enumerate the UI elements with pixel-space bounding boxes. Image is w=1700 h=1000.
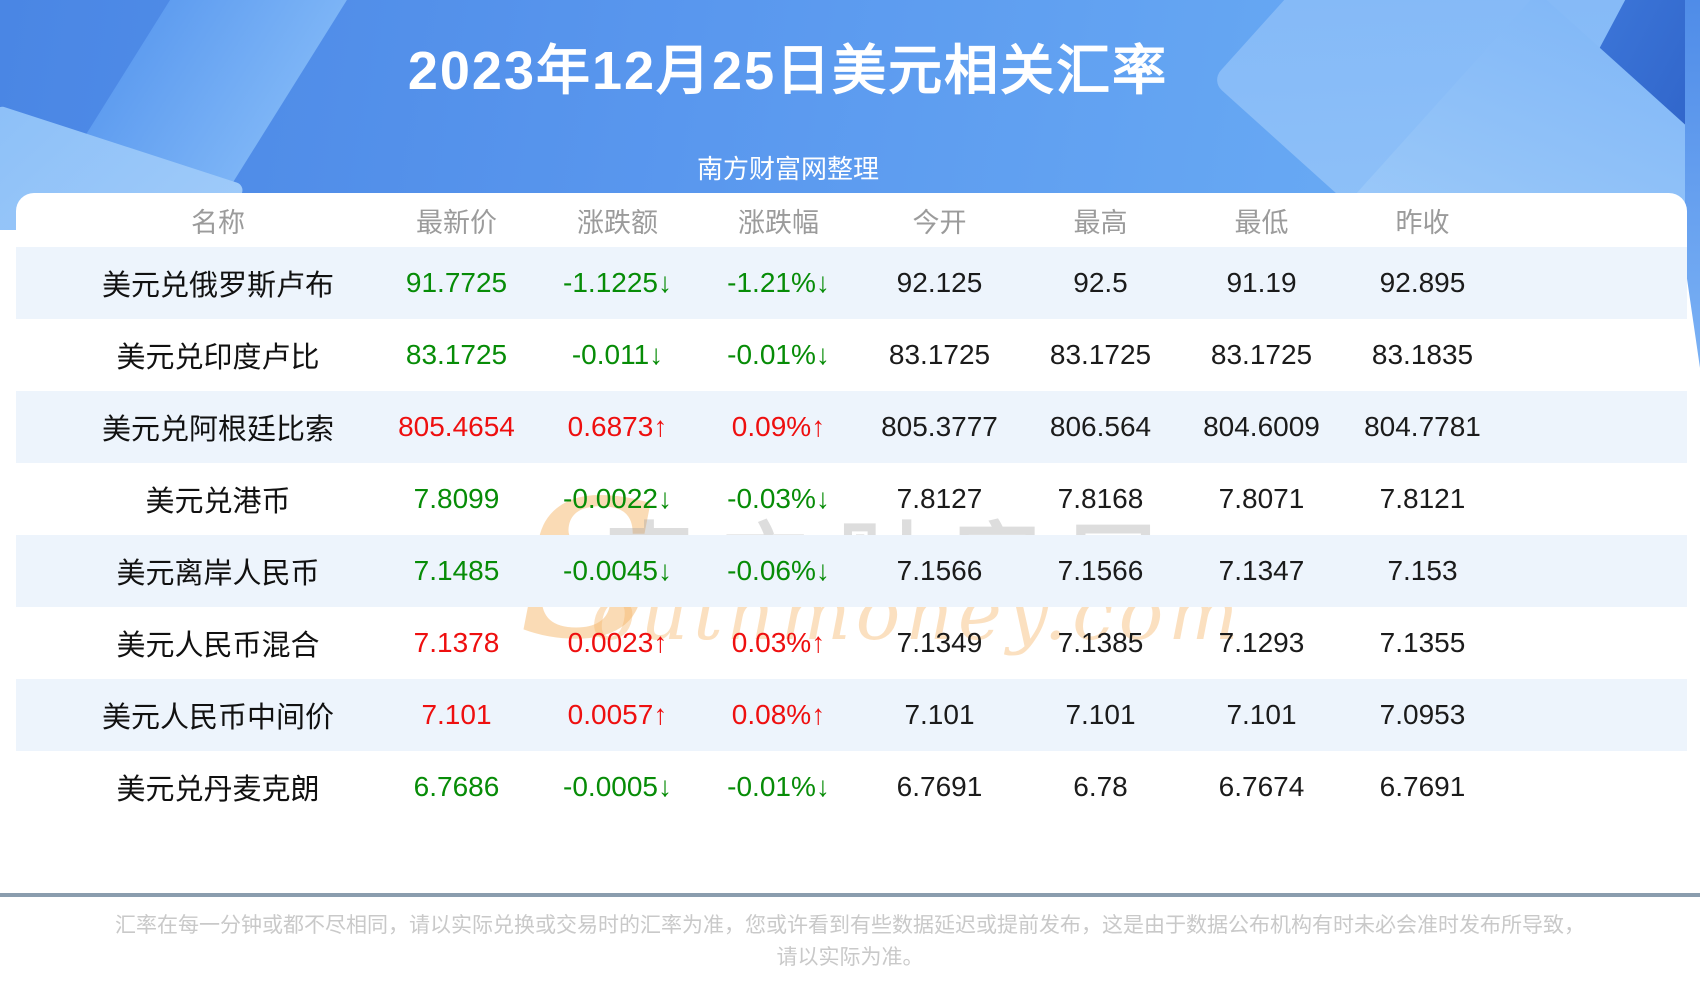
table-body: 美元兑俄罗斯卢布 91.7725 -1.1225↓ -1.21%↓ 92.125 92.5… (16, 247, 1687, 823)
cell-latest: 7.101 (421, 699, 492, 730)
cell-pct: -0.01%↓ (727, 771, 830, 802)
cell-low: 7.101 (1226, 699, 1297, 730)
disclaimer-text: 汇率在每一分钟或都不尽相同，请以实际兑换或交易时的汇率为准，您或许看到有些数据延… (0, 910, 1700, 974)
cell-name: 美元离岸人民币 (116, 558, 320, 590)
cell-open: 805.3777 (881, 411, 998, 442)
cell-open: 83.1725 (888, 339, 991, 370)
cell-pct: -0.06%↓ (727, 555, 830, 586)
cell-prev: 804.7781 (1364, 411, 1481, 442)
cell-pct: -0.03%↓ (727, 483, 830, 514)
cell-high: 7.8168 (1057, 483, 1144, 514)
cell-change: -0.0005↓ (563, 771, 672, 802)
cell-name: 美元兑阿根廷比索 (101, 414, 334, 446)
cell-change: -0.0022↓ (563, 483, 672, 514)
cell-prev: 83.1835 (1371, 339, 1474, 370)
cell-low: 7.1293 (1218, 627, 1305, 658)
cell-open: 92.125 (896, 267, 983, 298)
table-row: 美元兑印度卢比 83.1725 -0.011↓ -0.01%↓ 83.1725 83.17… (16, 319, 1687, 391)
cell-low: 804.6009 (1203, 411, 1320, 442)
cell-change: 0.0023↑ (567, 627, 668, 658)
cell-change: 0.0057↑ (567, 699, 668, 730)
cell-pct: -0.01%↓ (727, 339, 830, 370)
cell-low: 7.8071 (1218, 483, 1305, 514)
column-header: 今开 (912, 207, 967, 238)
cell-low: 7.1347 (1218, 555, 1305, 586)
cell-high: 6.78 (1073, 771, 1128, 802)
table-row: 美元离岸人民币 7.1485 -0.0045↓ -0.06%↓ 7.1566 7.1566… (16, 535, 1687, 607)
cell-name: 美元人民币中间价 (101, 702, 334, 734)
cell-pct: 0.09%↑ (731, 411, 826, 442)
column-header: 最高 (1073, 207, 1128, 238)
cell-open: 7.1566 (896, 555, 983, 586)
decor-sliver-right (1685, 0, 1700, 368)
table-row: 美元人民币混合 7.1378 0.0023↑ 0.03%↑ 7.1349 7.1385 7.… (16, 607, 1687, 679)
column-header: 昨收 (1395, 207, 1450, 238)
cell-change: 0.6873↑ (567, 411, 668, 442)
column-header: 最低 (1234, 207, 1289, 238)
column-header: 涨跌额 (577, 207, 658, 238)
column-header: 最新价 (416, 207, 497, 238)
cell-high: 7.1566 (1057, 555, 1144, 586)
cell-name: 美元兑丹麦克朗 (116, 774, 320, 806)
cell-change: -0.011↓ (571, 339, 664, 370)
cell-open: 6.7691 (896, 771, 983, 802)
hero-banner (0, 0, 1700, 230)
column-header: 涨跌幅 (738, 207, 819, 238)
cell-prev: 7.153 (1387, 555, 1458, 586)
cell-latest: 7.8099 (413, 483, 500, 514)
cell-high: 7.101 (1065, 699, 1136, 730)
cell-name: 美元人民币混合 (116, 630, 320, 662)
cell-high: 7.1385 (1057, 627, 1144, 658)
cell-open: 7.1349 (896, 627, 983, 658)
cell-prev: 92.895 (1379, 267, 1466, 298)
cell-high: 83.1725 (1049, 339, 1152, 370)
cell-latest: 83.1725 (405, 339, 508, 370)
cell-pct: 0.03%↑ (731, 627, 826, 658)
cell-low: 91.19 (1226, 267, 1297, 298)
cell-prev: 7.1355 (1379, 627, 1466, 658)
cell-prev: 6.7691 (1379, 771, 1466, 802)
table-row: 美元兑丹麦克朗 6.7686 -0.0005↓ -0.01%↓ 6.7691 6.78 6.… (16, 751, 1687, 823)
rates-table: 名称 最新价 涨跌额 涨跌幅 今开 最高 最低 昨收 美元兑俄罗斯卢布 91.7725 -1.12… (16, 193, 1687, 823)
cell-prev: 7.0953 (1379, 699, 1466, 730)
cell-change: -0.0045↓ (563, 555, 672, 586)
table-row: 美元兑阿根廷比索 805.4654 0.6873↑ 0.09%↑ 805.3777 806… (16, 391, 1687, 463)
disclaimer-line-2: 请以实际为准。 (776, 946, 924, 969)
page-subtitle: 南方财富网整理 (696, 154, 879, 184)
cell-low: 83.1725 (1210, 339, 1313, 370)
cell-open: 7.101 (904, 699, 975, 730)
cell-prev: 7.8121 (1379, 483, 1466, 514)
cell-high: 806.564 (1049, 411, 1152, 442)
cell-name: 美元兑港币 (145, 486, 291, 518)
table-header-row: 名称 最新价 涨跌额 涨跌幅 今开 最高 最低 昨收 (16, 193, 1687, 247)
cell-change: -1.1225↓ (563, 267, 672, 298)
cell-latest: 6.7686 (413, 771, 500, 802)
cell-latest: 7.1485 (413, 555, 500, 586)
disclaimer-line-1: 汇率在每一分钟或都不尽相同，请以实际兑换或交易时的汇率为准，您或许看到有些数据延… (115, 914, 1585, 937)
table-row: 美元兑港币 7.8099 -0.0022↓ -0.03%↓ 7.8127 7.8168 7.… (16, 463, 1687, 535)
footer-divider (0, 893, 1700, 897)
cell-pct: 0.08%↑ (731, 699, 826, 730)
table-row: 美元兑俄罗斯卢布 91.7725 -1.1225↓ -1.21%↓ 92.125 92.5… (16, 247, 1687, 319)
cell-latest: 7.1378 (413, 627, 500, 658)
cell-pct: -1.21%↓ (727, 267, 830, 298)
cell-low: 6.7674 (1218, 771, 1305, 802)
cell-high: 92.5 (1073, 267, 1128, 298)
cell-latest: 805.4654 (398, 411, 515, 442)
rates-card: S 南方财富网 outhmoney.com 名称最新价涨跌额涨跌幅今开最高最低昨… (16, 193, 1687, 1000)
column-header: 名称 (191, 207, 245, 238)
hero-text-block: 2023年12月25日美元相关汇率 南方财富网整理 (0, 0, 1576, 186)
cell-open: 7.8127 (896, 483, 983, 514)
cell-name: 美元兑俄罗斯卢布 (101, 270, 334, 302)
table-row: 美元人民币中间价 7.101 0.0057↑ 0.08%↑ 7.101 7.101 7.10… (16, 679, 1687, 751)
page-title: 2023年12月25日美元相关汇率 (407, 41, 1169, 101)
cell-latest: 91.7725 (405, 267, 508, 298)
cell-name: 美元兑印度卢比 (116, 342, 320, 374)
